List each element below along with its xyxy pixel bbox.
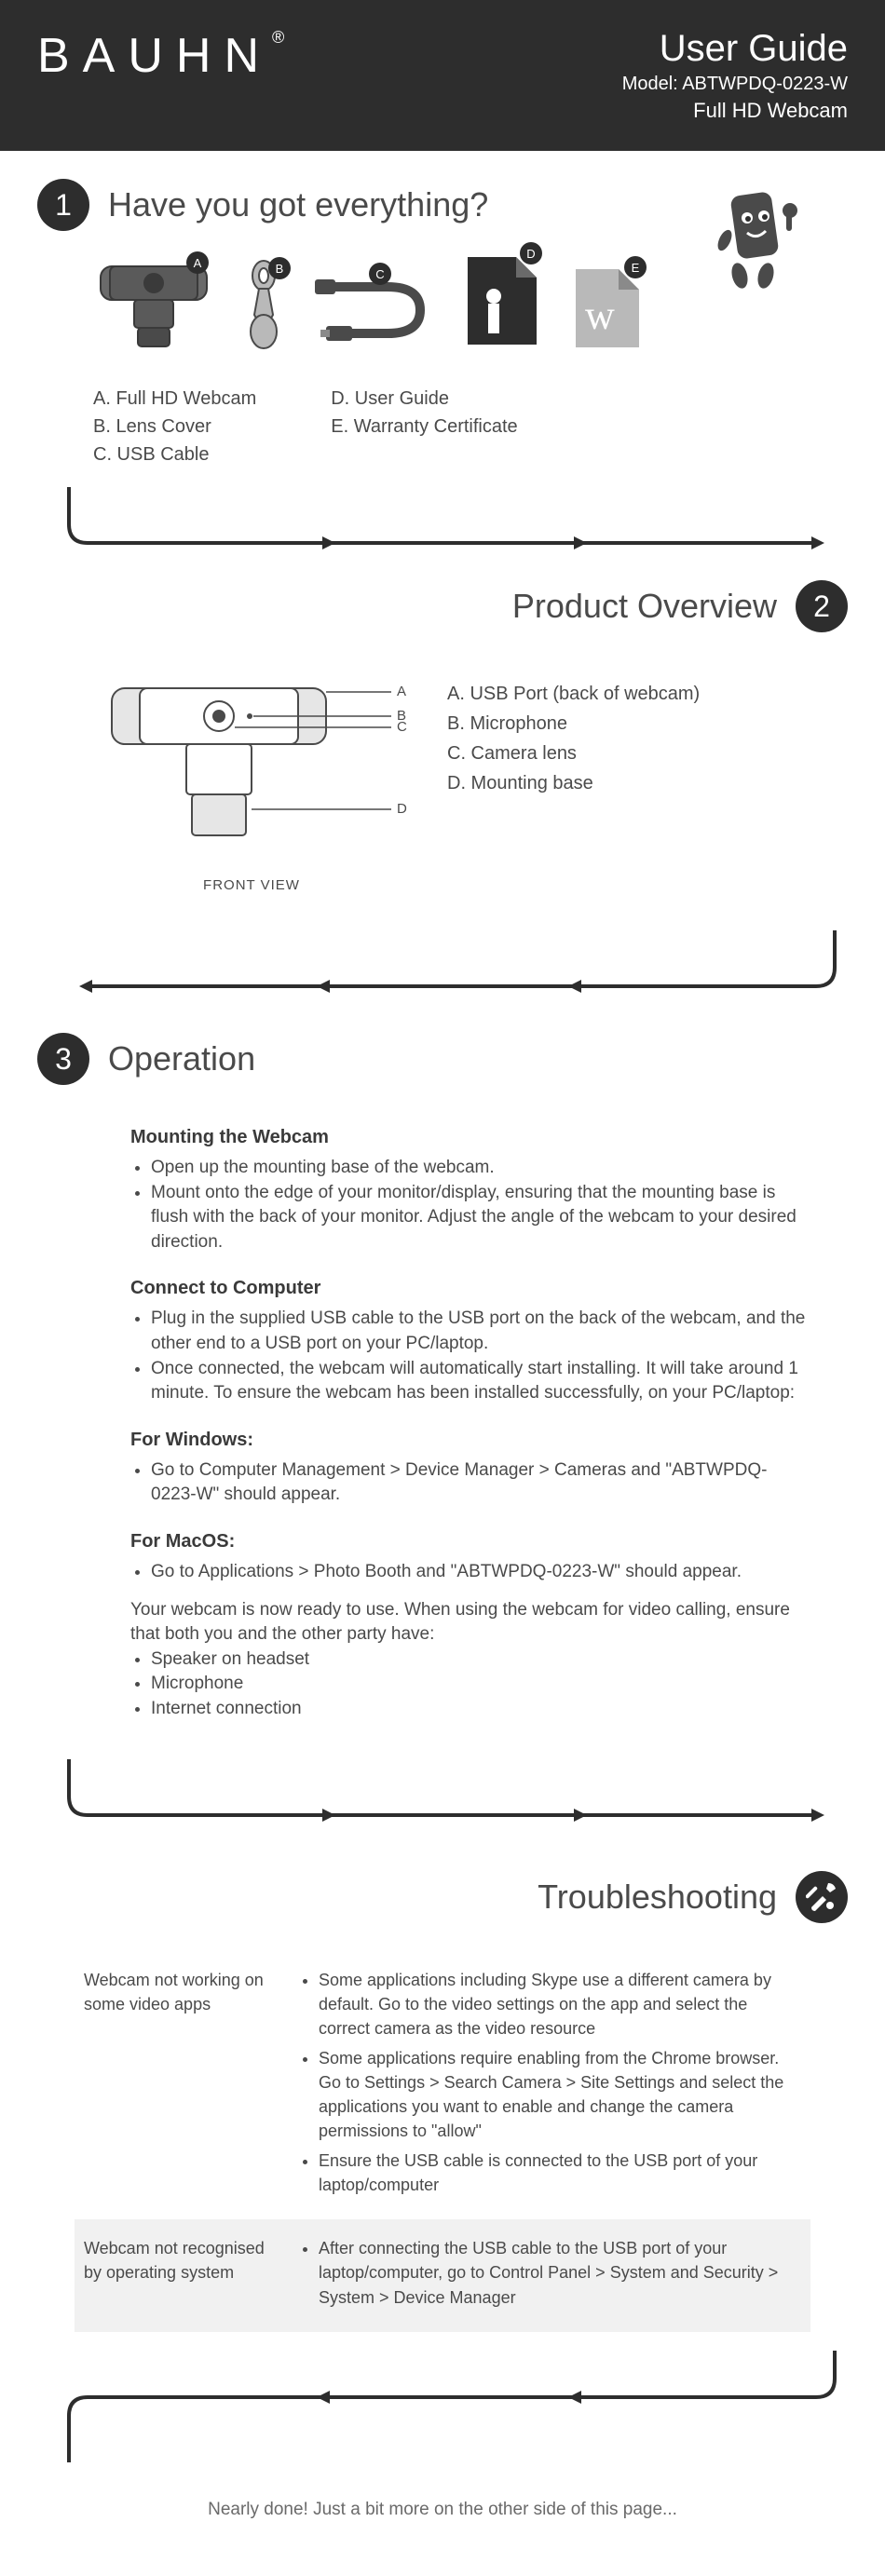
section-2-head: Product Overview 2 bbox=[37, 580, 848, 632]
header-right: User Guide Model: ABTWPDQ-0223-W Full HD… bbox=[622, 28, 848, 123]
item-b-icon: B bbox=[240, 259, 287, 357]
legend-b: B. Lens Cover bbox=[93, 413, 256, 441]
badge-a: A bbox=[186, 251, 209, 274]
tips-list: Some applications including Skype use a … bbox=[298, 1968, 801, 2203]
svg-text:w: w bbox=[585, 292, 615, 338]
issue-cell: Webcam not working on some video apps bbox=[84, 1968, 270, 2203]
mounting-item: Mount onto the edge of your monitor/disp… bbox=[151, 1181, 810, 1255]
step-2-num: 2 bbox=[813, 590, 830, 624]
connect-list: Plug in the supplied USB cable to the US… bbox=[130, 1307, 810, 1405]
svg-text:A: A bbox=[397, 684, 406, 699]
ready-item: Internet connection bbox=[151, 1697, 810, 1722]
doc-title: User Guide bbox=[622, 28, 848, 70]
item-a-icon: A bbox=[93, 250, 214, 357]
product-name: Full HD Webcam bbox=[622, 99, 848, 123]
legend-c: C. USB Cable bbox=[93, 441, 256, 468]
mounting-item: Open up the mounting base of the webcam. bbox=[151, 1156, 810, 1181]
macos-list: Go to Applications > Photo Booth and "AB… bbox=[130, 1560, 810, 1585]
model-line: Model: ABTWPDQ-0223-W bbox=[622, 74, 848, 95]
mounting-heading: Mounting the Webcam bbox=[130, 1124, 810, 1150]
macos-item: Go to Applications > Photo Booth and "AB… bbox=[151, 1560, 810, 1585]
troubleshooting-head: Troubleshooting bbox=[37, 1871, 848, 1923]
tip-item: After connecting the USB cable to the US… bbox=[319, 2236, 801, 2309]
section-2-title: Product Overview bbox=[512, 587, 777, 626]
ready-item: Microphone bbox=[151, 1672, 810, 1697]
step-1-num: 1 bbox=[55, 188, 72, 223]
svg-text:D: D bbox=[397, 801, 407, 817]
mounting-list: Open up the mounting base of the webcam.… bbox=[130, 1156, 810, 1254]
section-2: Product Overview 2 bbox=[37, 580, 848, 996]
issue-cell: Webcam not recognised by operating syste… bbox=[84, 2236, 270, 2314]
section-3: 3 Operation Mounting the Webcam Open up … bbox=[37, 1033, 848, 1824]
macos-heading: For MacOS: bbox=[130, 1528, 810, 1554]
header: BAUHN® User Guide Model: ABTWPDQ-0223-W … bbox=[0, 0, 885, 151]
brand-text: BAUHN bbox=[37, 29, 272, 83]
connector-3-t bbox=[65, 1759, 820, 1824]
ov-label-b: B. Microphone bbox=[447, 709, 700, 739]
step-3-num: 3 bbox=[55, 1042, 72, 1077]
connect-heading: Connect to Computer bbox=[130, 1275, 810, 1301]
section-3-head: 3 Operation bbox=[37, 1033, 848, 1085]
ready-list: Speaker on headset Microphone Internet c… bbox=[130, 1647, 810, 1722]
ov-label-d: D. Mounting base bbox=[447, 768, 700, 798]
step-1-badge: 1 bbox=[37, 179, 89, 231]
tip-item: Ensure the USB cable is connected to the… bbox=[319, 2149, 801, 2197]
item-e-icon: w E bbox=[570, 264, 645, 357]
connector-bottom bbox=[65, 2351, 820, 2462]
mascot-icon bbox=[708, 186, 810, 293]
section-3-title: Operation bbox=[108, 1039, 255, 1078]
section-troubleshooting: Troubleshooting Webcam not working on so… bbox=[37, 1871, 848, 2462]
connect-item: Once connected, the webcam will automati… bbox=[151, 1357, 810, 1406]
troubleshooting-table: Webcam not working on some video apps So… bbox=[37, 1923, 848, 2332]
legend-e: E. Warranty Certificate bbox=[331, 413, 517, 441]
tools-icon bbox=[796, 1871, 848, 1923]
ov-label-c: C. Camera lens bbox=[447, 739, 700, 768]
tip-item: Some applications including Skype use a … bbox=[319, 1968, 801, 2040]
item-d-icon: D bbox=[460, 250, 544, 357]
tips-list: After connecting the USB cable to the US… bbox=[298, 2236, 801, 2314]
legend-d: D. User Guide bbox=[331, 385, 517, 413]
overview-body: A B C D FRONT VIEW A. USB Port (back of … bbox=[37, 632, 848, 912]
windows-list: Go to Computer Management > Device Manag… bbox=[130, 1458, 810, 1508]
windows-heading: For Windows: bbox=[130, 1427, 810, 1453]
registered-mark: ® bbox=[272, 28, 284, 47]
legend-col-1: A. Full HD Webcam B. Lens Cover C. USB C… bbox=[93, 385, 256, 468]
badge-d: D bbox=[520, 242, 542, 264]
badge-e: E bbox=[624, 256, 647, 278]
item-c-icon: C bbox=[313, 268, 434, 357]
section-1-legend: A. Full HD Webcam B. Lens Cover C. USB C… bbox=[37, 385, 848, 468]
operation-body: Mounting the Webcam Open up the mounting… bbox=[37, 1085, 848, 1741]
connector-1-2 bbox=[65, 487, 820, 552]
front-view-label: FRONT VIEW bbox=[93, 877, 410, 893]
windows-item: Go to Computer Management > Device Manag… bbox=[151, 1458, 810, 1508]
ready-text: Your webcam is now ready to use. When us… bbox=[130, 1598, 810, 1647]
connector-2-3 bbox=[65, 930, 820, 996]
ready-item: Speaker on headset bbox=[151, 1647, 810, 1673]
legend-a: A. Full HD Webcam bbox=[93, 385, 256, 413]
model-value: ABTWPDQ-0223-W bbox=[682, 74, 848, 94]
brand-logo: BAUHN® bbox=[37, 28, 284, 84]
overview-labels: A. USB Port (back of webcam) B. Micropho… bbox=[447, 660, 700, 798]
badge-c: C bbox=[369, 263, 391, 285]
connect-item: Plug in the supplied USB cable to the US… bbox=[151, 1307, 810, 1356]
table-row: Webcam not working on some video apps So… bbox=[75, 1951, 810, 2220]
section-1: 1 Have you got everything? A bbox=[37, 179, 848, 552]
section-1-title: Have you got everything? bbox=[108, 185, 488, 224]
footer-note: Nearly done! Just a bit more on the othe… bbox=[37, 2462, 848, 2576]
badge-b: B bbox=[268, 257, 291, 279]
step-3-badge: 3 bbox=[37, 1033, 89, 1085]
page-body: 1 Have you got everything? A bbox=[0, 179, 885, 2576]
model-label: Model: bbox=[622, 74, 678, 94]
step-2-badge: 2 bbox=[796, 580, 848, 632]
tip-item: Some applications require enabling from … bbox=[319, 2046, 801, 2143]
troubleshooting-title: Troubleshooting bbox=[538, 1878, 777, 1917]
svg-text:C: C bbox=[397, 719, 407, 735]
overview-diagram: A B C D FRONT VIEW bbox=[93, 660, 410, 893]
ov-label-a: A. USB Port (back of webcam) bbox=[447, 679, 700, 709]
table-row: Webcam not recognised by operating syste… bbox=[75, 2219, 810, 2331]
legend-col-2: D. User Guide E. Warranty Certificate bbox=[331, 385, 517, 468]
